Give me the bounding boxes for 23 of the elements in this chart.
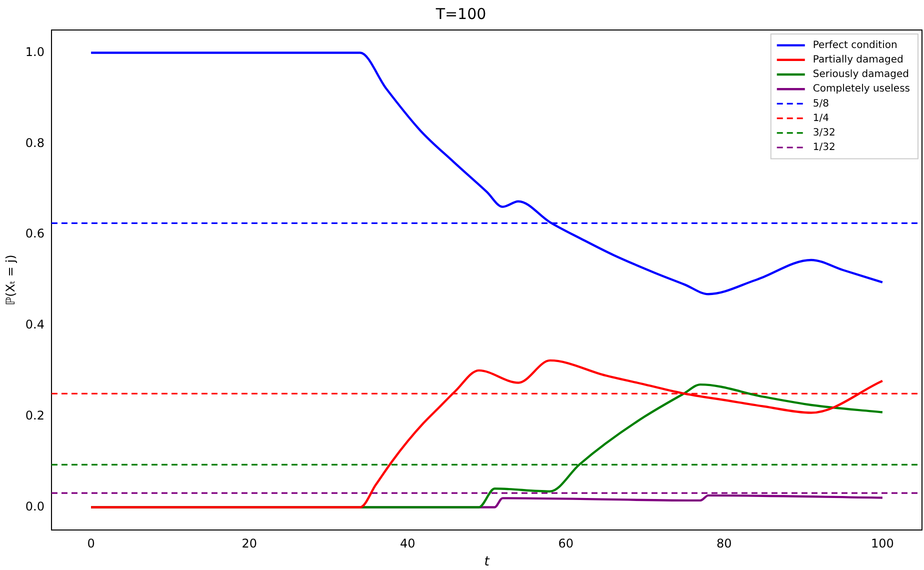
x-tick-label: 40 <box>400 536 416 550</box>
legend-label: 1/4 <box>812 112 829 124</box>
x-tick-label: 0 <box>87 536 95 550</box>
y-tick-label: 0.0 <box>25 499 44 514</box>
x-tick-label: 20 <box>242 536 257 550</box>
legend-label: Seriously damaged <box>812 69 910 80</box>
chart-title: T=100 <box>434 4 486 23</box>
y-tick-label: 0.6 <box>25 226 44 241</box>
y-tick-label: 0.8 <box>25 136 44 150</box>
x-tick-label: 60 <box>558 536 574 550</box>
x-tick-label: 80 <box>716 536 732 550</box>
legend-label: Completely useless <box>812 84 910 95</box>
y-tick-label: 0.2 <box>25 408 44 422</box>
y-tick-label: 1.0 <box>25 44 44 59</box>
y-axis-title: ℙ(Xₜ = j) <box>3 254 18 306</box>
legend-label: Perfect condition <box>812 40 898 51</box>
legend-label: 3/32 <box>812 127 836 138</box>
y-tick-label: 0.4 <box>25 318 44 332</box>
legend-label: 1/32 <box>812 142 836 154</box>
x-axis-title: t <box>484 554 490 570</box>
legend-label: Partially damaged <box>812 54 904 66</box>
x-tick-label: 100 <box>870 536 894 550</box>
legend-label: 5/8 <box>812 98 829 110</box>
